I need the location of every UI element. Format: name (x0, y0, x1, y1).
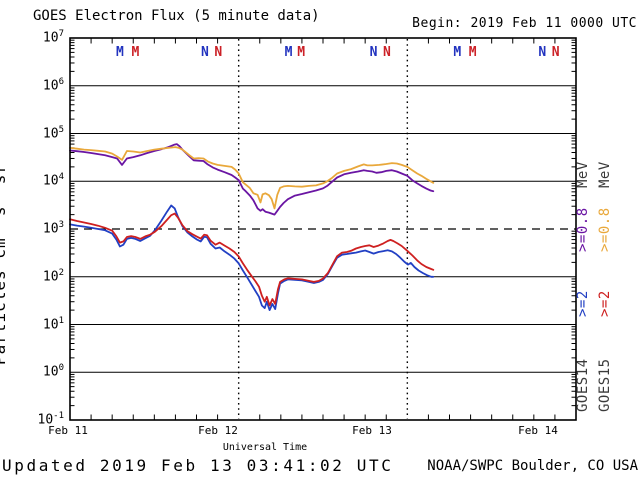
legend-sat-goes15: GOES15 (597, 358, 613, 412)
y-tick-label-1e7: 107 (42, 29, 64, 46)
x-tick-label-feb-11: Feb 11 (48, 424, 88, 437)
flux-curve-goes15-2-mev (69, 212, 435, 307)
noon-marker-goes14: N (538, 45, 546, 60)
y-tick-label-1e0: 100 (42, 363, 64, 380)
legend-ge08-goes15: >=0.8 (597, 207, 613, 252)
page-title: GOES Electron Flux (5 minute data) (33, 8, 320, 24)
y-tick-label-1e1: 101 (42, 315, 64, 332)
noon-marker-goes14: N (370, 45, 378, 60)
y-tick-label-1e6: 106 (42, 76, 64, 94)
x-tick-label-feb-14: Feb 14 (518, 424, 558, 437)
midnight-marker-goes14: M (453, 45, 461, 60)
y-tick-label-1e3: 103 (42, 220, 64, 237)
x-tick-label-feb-12: Feb 12 (198, 424, 238, 437)
midnight-marker-goes15: M (131, 45, 139, 60)
y-tick-label-1e4: 104 (42, 172, 64, 189)
midnight-marker-goes15: M (297, 45, 305, 60)
flux-curve-goes15-0-8-mev (69, 146, 435, 210)
flux-curve-goes14-0-8-mev (69, 143, 435, 216)
begin-timestamp: Begin: 2019 Feb 11 0000 UTC (412, 16, 637, 31)
noon-marker-goes15: N (383, 45, 391, 60)
midnight-marker-goes14: M (116, 45, 124, 60)
midnight-marker-goes15: M (469, 45, 477, 60)
legend-unit-goes14: MeV (575, 161, 591, 188)
legend-ge08-goes14: >=0.8 (575, 207, 591, 252)
noon-marker-goes15: N (214, 45, 222, 60)
x-tick-label-feb-13: Feb 13 (352, 424, 392, 437)
plot-frame (69, 37, 577, 421)
flux-curve-goes14-2-mev (69, 204, 435, 312)
legend-ge2-goes14: >=2 (575, 290, 591, 317)
y-tick-label-1e-1: 10-1 (37, 411, 65, 428)
legend-unit-goes15: MeV (597, 161, 613, 188)
y-tick-label-1e5: 105 (42, 124, 64, 141)
legend-ge2-goes15: >=2 (597, 290, 613, 317)
credit-text: NOAA/SWPC Boulder, CO USA (427, 458, 638, 474)
updated-timestamp: Updated 2019 Feb 13 03:41:02 UTC (2, 456, 394, 475)
y-tick-label-1e2: 102 (42, 267, 64, 285)
x-axis-title: Universal Time (222, 442, 308, 453)
noon-marker-goes14: N (201, 45, 209, 60)
midnight-marker-goes14: M (285, 45, 293, 60)
noon-marker-goes15: N (552, 45, 560, 60)
legend-sat-goes14: GOES14 (575, 358, 591, 412)
